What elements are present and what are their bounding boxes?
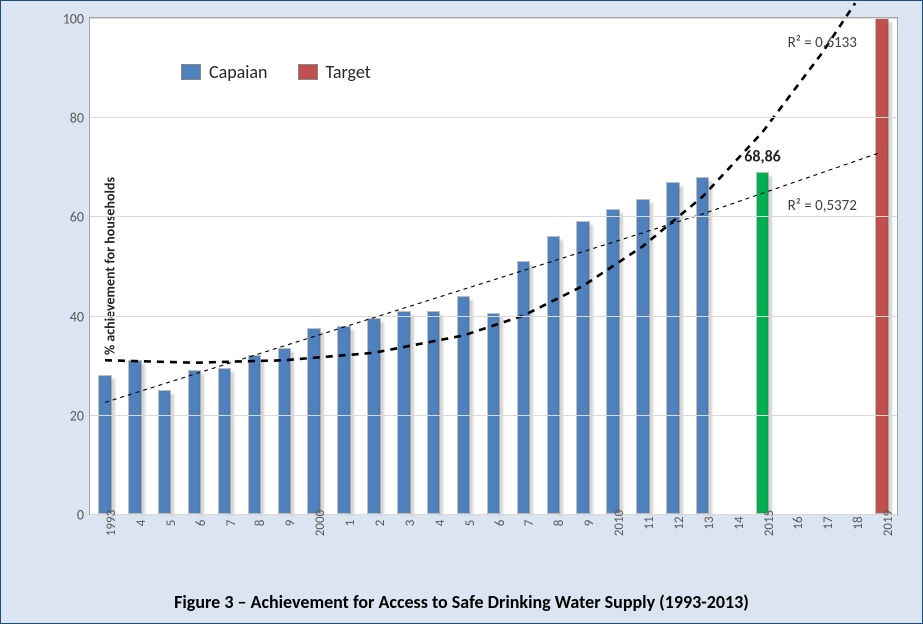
x-tick-label: 2 [373,520,388,527]
trendline [105,152,882,402]
x-tick-label: 2015 [762,510,777,536]
x-tick-label: 4 [433,520,448,527]
legend-label: Target [326,61,371,83]
x-tick-label: 14 [732,516,747,529]
x-tick-label: 6 [194,520,209,527]
y-tick-label: 20 [70,407,84,424]
x-tick-label: 7 [522,520,537,527]
x-tick-label: 7 [224,520,239,527]
x-tick-label: 8 [552,520,567,527]
x-tick-label: 18 [851,516,866,529]
legend-label: Capaian [209,61,268,83]
legend-swatch [181,64,201,80]
x-tick-label: 9 [582,520,597,527]
x-tick-label: 2019 [881,510,896,536]
y-tick-label: 100 [63,11,84,28]
data-callout: 68,86 [744,147,781,166]
x-tick-label: 11 [642,516,657,529]
trendline [105,3,855,363]
x-tick-label: 13 [702,516,717,529]
legend-item: Target [298,61,371,83]
x-tick-label: 5 [164,520,179,527]
y-tick-label: 60 [70,209,84,226]
r-squared-label: R² = 0,6133 [788,34,857,52]
figure-container: % achievement for households 02040608010… [0,0,923,624]
x-tick-label: 3 [403,520,418,527]
x-tick-label: 6 [493,520,508,527]
x-tick-label: 2010 [612,510,627,536]
x-tick-label: 8 [253,520,268,527]
x-tick-label: 12 [672,516,687,529]
x-tick-label: 17 [821,516,836,529]
grid-line: 20 [90,415,897,416]
grid-line: 100 [90,18,897,19]
r-squared-label: R² = 0,5372 [788,197,857,215]
y-tick-label: 80 [70,110,84,127]
x-tick-label: 4 [134,520,149,527]
x-tick-label: 5 [463,520,478,527]
x-tick-label: 2000 [313,510,328,536]
y-tick-label: 0 [77,507,84,524]
x-tick-label: 16 [791,516,806,529]
x-tick-label: 9 [283,520,298,527]
trendlines-layer [90,18,897,514]
figure-caption: Figure 3 – Achievement for Access to Saf… [1,591,922,613]
legend: Capaian Target [181,61,371,83]
x-tick-label: 1993 [104,510,119,536]
legend-swatch [298,64,318,80]
x-tick-label: 1 [343,520,358,527]
legend-item: Capaian [181,61,268,83]
grid-line: 80 [90,117,897,118]
grid-line: 60 [90,216,897,217]
grid-line: 40 [90,316,897,317]
x-axis-labels: 1993456789200012345678920101112131420151… [89,523,898,593]
chart-plot-area: % achievement for households 02040608010… [89,17,898,515]
y-tick-label: 40 [70,308,84,325]
